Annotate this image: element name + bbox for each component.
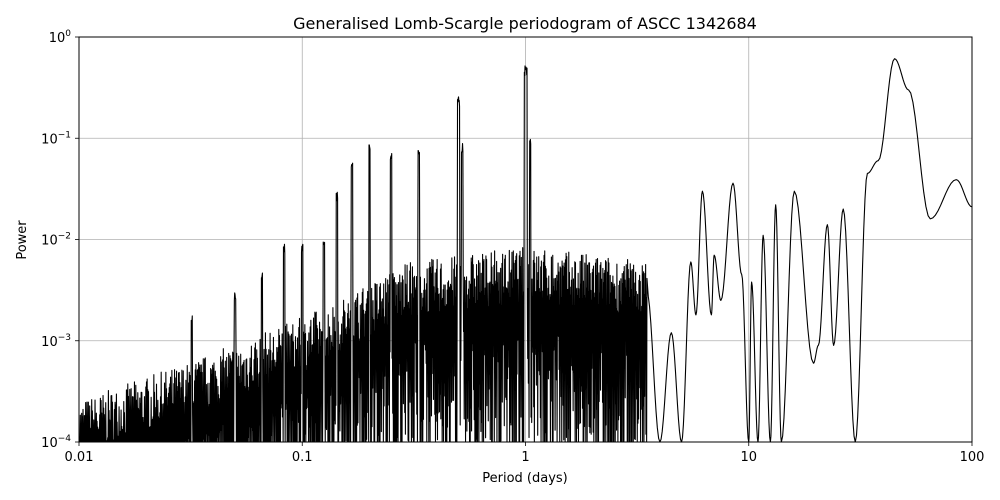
series-line-periodogram [78, 58, 973, 443]
chart-title: Generalised Lomb-Scargle periodogram of … [293, 14, 757, 33]
x-axis-label: Period (days) [482, 471, 568, 486]
x-tick-label: 0.01 [65, 450, 94, 465]
y-tick-label: 100 [49, 29, 72, 46]
y-tick-label: 10−1 [41, 130, 71, 147]
x-tick-label: 100 [960, 450, 985, 465]
x-tick-label: 0.1 [292, 450, 313, 465]
y-tick-label: 10−4 [41, 434, 71, 451]
y-axis-label: Power [15, 220, 30, 260]
x-tick-label: 10 [740, 450, 757, 465]
y-tick-label: 10−2 [41, 232, 71, 249]
x-tick-label: 1 [521, 450, 529, 465]
y-tick-label: 10−3 [41, 333, 71, 350]
grid-lines [79, 37, 972, 442]
